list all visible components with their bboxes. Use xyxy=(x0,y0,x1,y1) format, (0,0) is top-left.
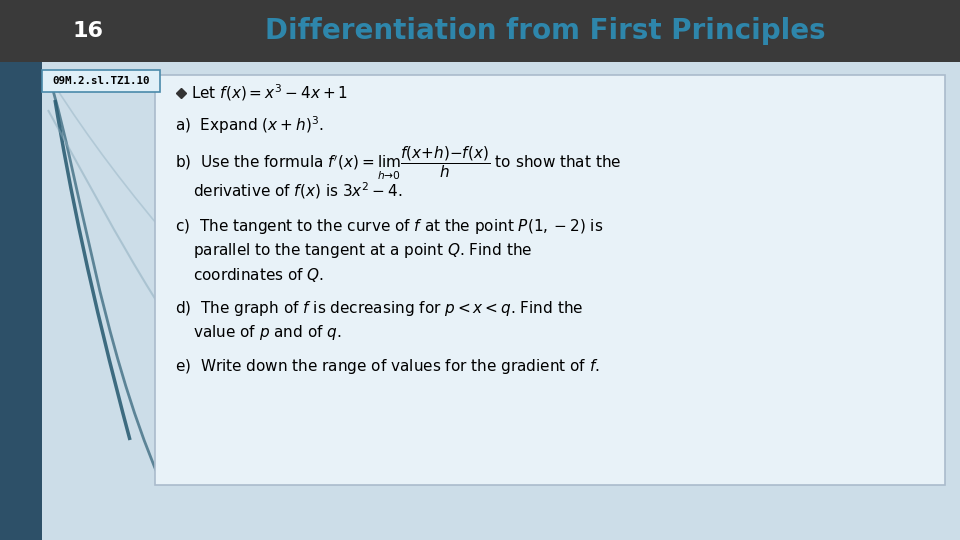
Text: Let $f(x) = x^3 - 4x + 1$: Let $f(x) = x^3 - 4x + 1$ xyxy=(191,83,348,103)
Text: a)  Expand $(x + h)^3$.: a) Expand $(x + h)^3$. xyxy=(175,114,324,136)
FancyBboxPatch shape xyxy=(155,75,945,485)
Text: d)  The graph of $f$ is decreasing for $p < x < q$. Find the: d) The graph of $f$ is decreasing for $p… xyxy=(175,300,584,319)
Text: Differentiation from First Principles: Differentiation from First Principles xyxy=(265,17,826,45)
Text: 09M.2.sl.TZ1.10: 09M.2.sl.TZ1.10 xyxy=(52,76,150,86)
Text: derivative of $f(x)$ is $3x^2 - 4$.: derivative of $f(x)$ is $3x^2 - 4$. xyxy=(193,181,402,201)
Polygon shape xyxy=(42,8,140,54)
Text: c)  The tangent to the curve of $f$ at the point $P(1, -2)$ is: c) The tangent to the curve of $f$ at th… xyxy=(175,218,603,237)
Text: b)  Use the formula $f'(x) = \lim_{h \to 0} \dfrac{f(x+h)-f(x)}{h}$ to show that: b) Use the formula $f'(x) = \lim_{h \to … xyxy=(175,145,621,181)
Text: 16: 16 xyxy=(73,21,104,41)
FancyBboxPatch shape xyxy=(42,70,160,92)
FancyBboxPatch shape xyxy=(0,0,960,62)
FancyBboxPatch shape xyxy=(0,0,42,540)
Text: parallel to the tangent at a point $Q$. Find the: parallel to the tangent at a point $Q$. … xyxy=(193,241,533,260)
Text: value of $p$ and of $q$.: value of $p$ and of $q$. xyxy=(193,323,342,342)
Text: e)  Write down the range of values for the gradient of $f$.: e) Write down the range of values for th… xyxy=(175,357,600,376)
Text: coordinates of $Q$.: coordinates of $Q$. xyxy=(193,266,324,284)
